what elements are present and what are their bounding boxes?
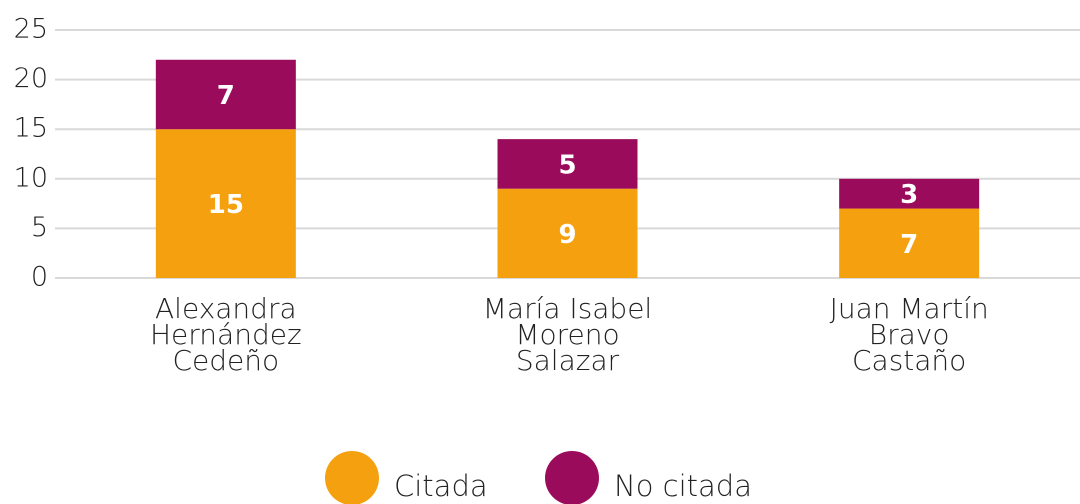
- data-label: 7: [217, 81, 235, 111]
- y-tick-label: 15: [14, 113, 48, 144]
- bar-segment: [155, 59, 296, 130]
- data-label: 5: [558, 150, 576, 180]
- y-tick-label: 5: [31, 212, 48, 243]
- bar-segment: [839, 208, 980, 278]
- legend-label: No citada: [614, 469, 752, 503]
- bar-segment: [155, 129, 296, 278]
- y-tick-label: 10: [14, 162, 48, 193]
- x-tick-label: Alexandra Hernández Cedeño: [150, 292, 302, 377]
- x-tick-label: Juan Martín Bravo Castaño: [829, 292, 989, 377]
- y-tick-label: 25: [14, 14, 48, 45]
- data-label: 7: [900, 230, 918, 260]
- data-label: 15: [208, 190, 244, 220]
- bar-segment: [497, 188, 638, 278]
- bar-segment: [839, 178, 980, 209]
- x-tick-label: María Isabel Moreno Salazar: [482, 292, 653, 377]
- legend-label: Citada: [394, 469, 488, 503]
- bar-segment: [497, 139, 638, 189]
- data-label: 3: [900, 180, 918, 210]
- legend-swatch: [545, 451, 599, 504]
- y-tick-label: 0: [31, 262, 48, 293]
- legend-swatch: [325, 451, 379, 504]
- data-label: 9: [558, 220, 576, 250]
- y-tick-label: 20: [14, 63, 48, 94]
